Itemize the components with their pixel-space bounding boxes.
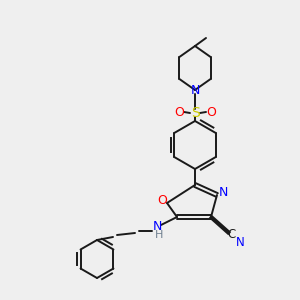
- Text: S: S: [190, 106, 200, 120]
- Text: H: H: [155, 230, 163, 240]
- Text: N: N: [218, 185, 228, 199]
- Text: O: O: [174, 106, 184, 118]
- Text: N: N: [152, 220, 162, 233]
- Text: C: C: [227, 227, 235, 241]
- Text: N: N: [190, 83, 200, 97]
- Text: O: O: [206, 106, 216, 118]
- Text: N: N: [236, 236, 244, 248]
- Text: O: O: [157, 194, 167, 208]
